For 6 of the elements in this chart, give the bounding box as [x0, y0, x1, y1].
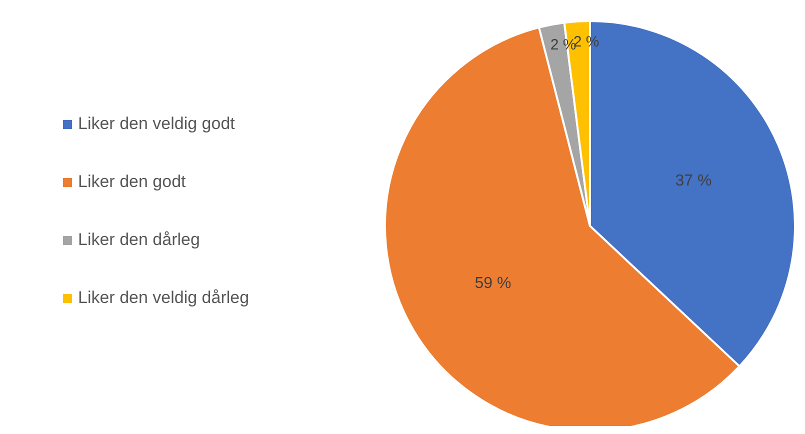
- data-label: 37 %: [675, 172, 712, 190]
- legend-label: Liker den veldig dårleg: [78, 287, 250, 309]
- legend-label: Liker den veldig godt: [78, 113, 235, 135]
- data-label: 59 %: [474, 274, 512, 292]
- legend-label: Liker den godt: [78, 171, 186, 193]
- legend-label: Liker den dårleg: [78, 229, 200, 251]
